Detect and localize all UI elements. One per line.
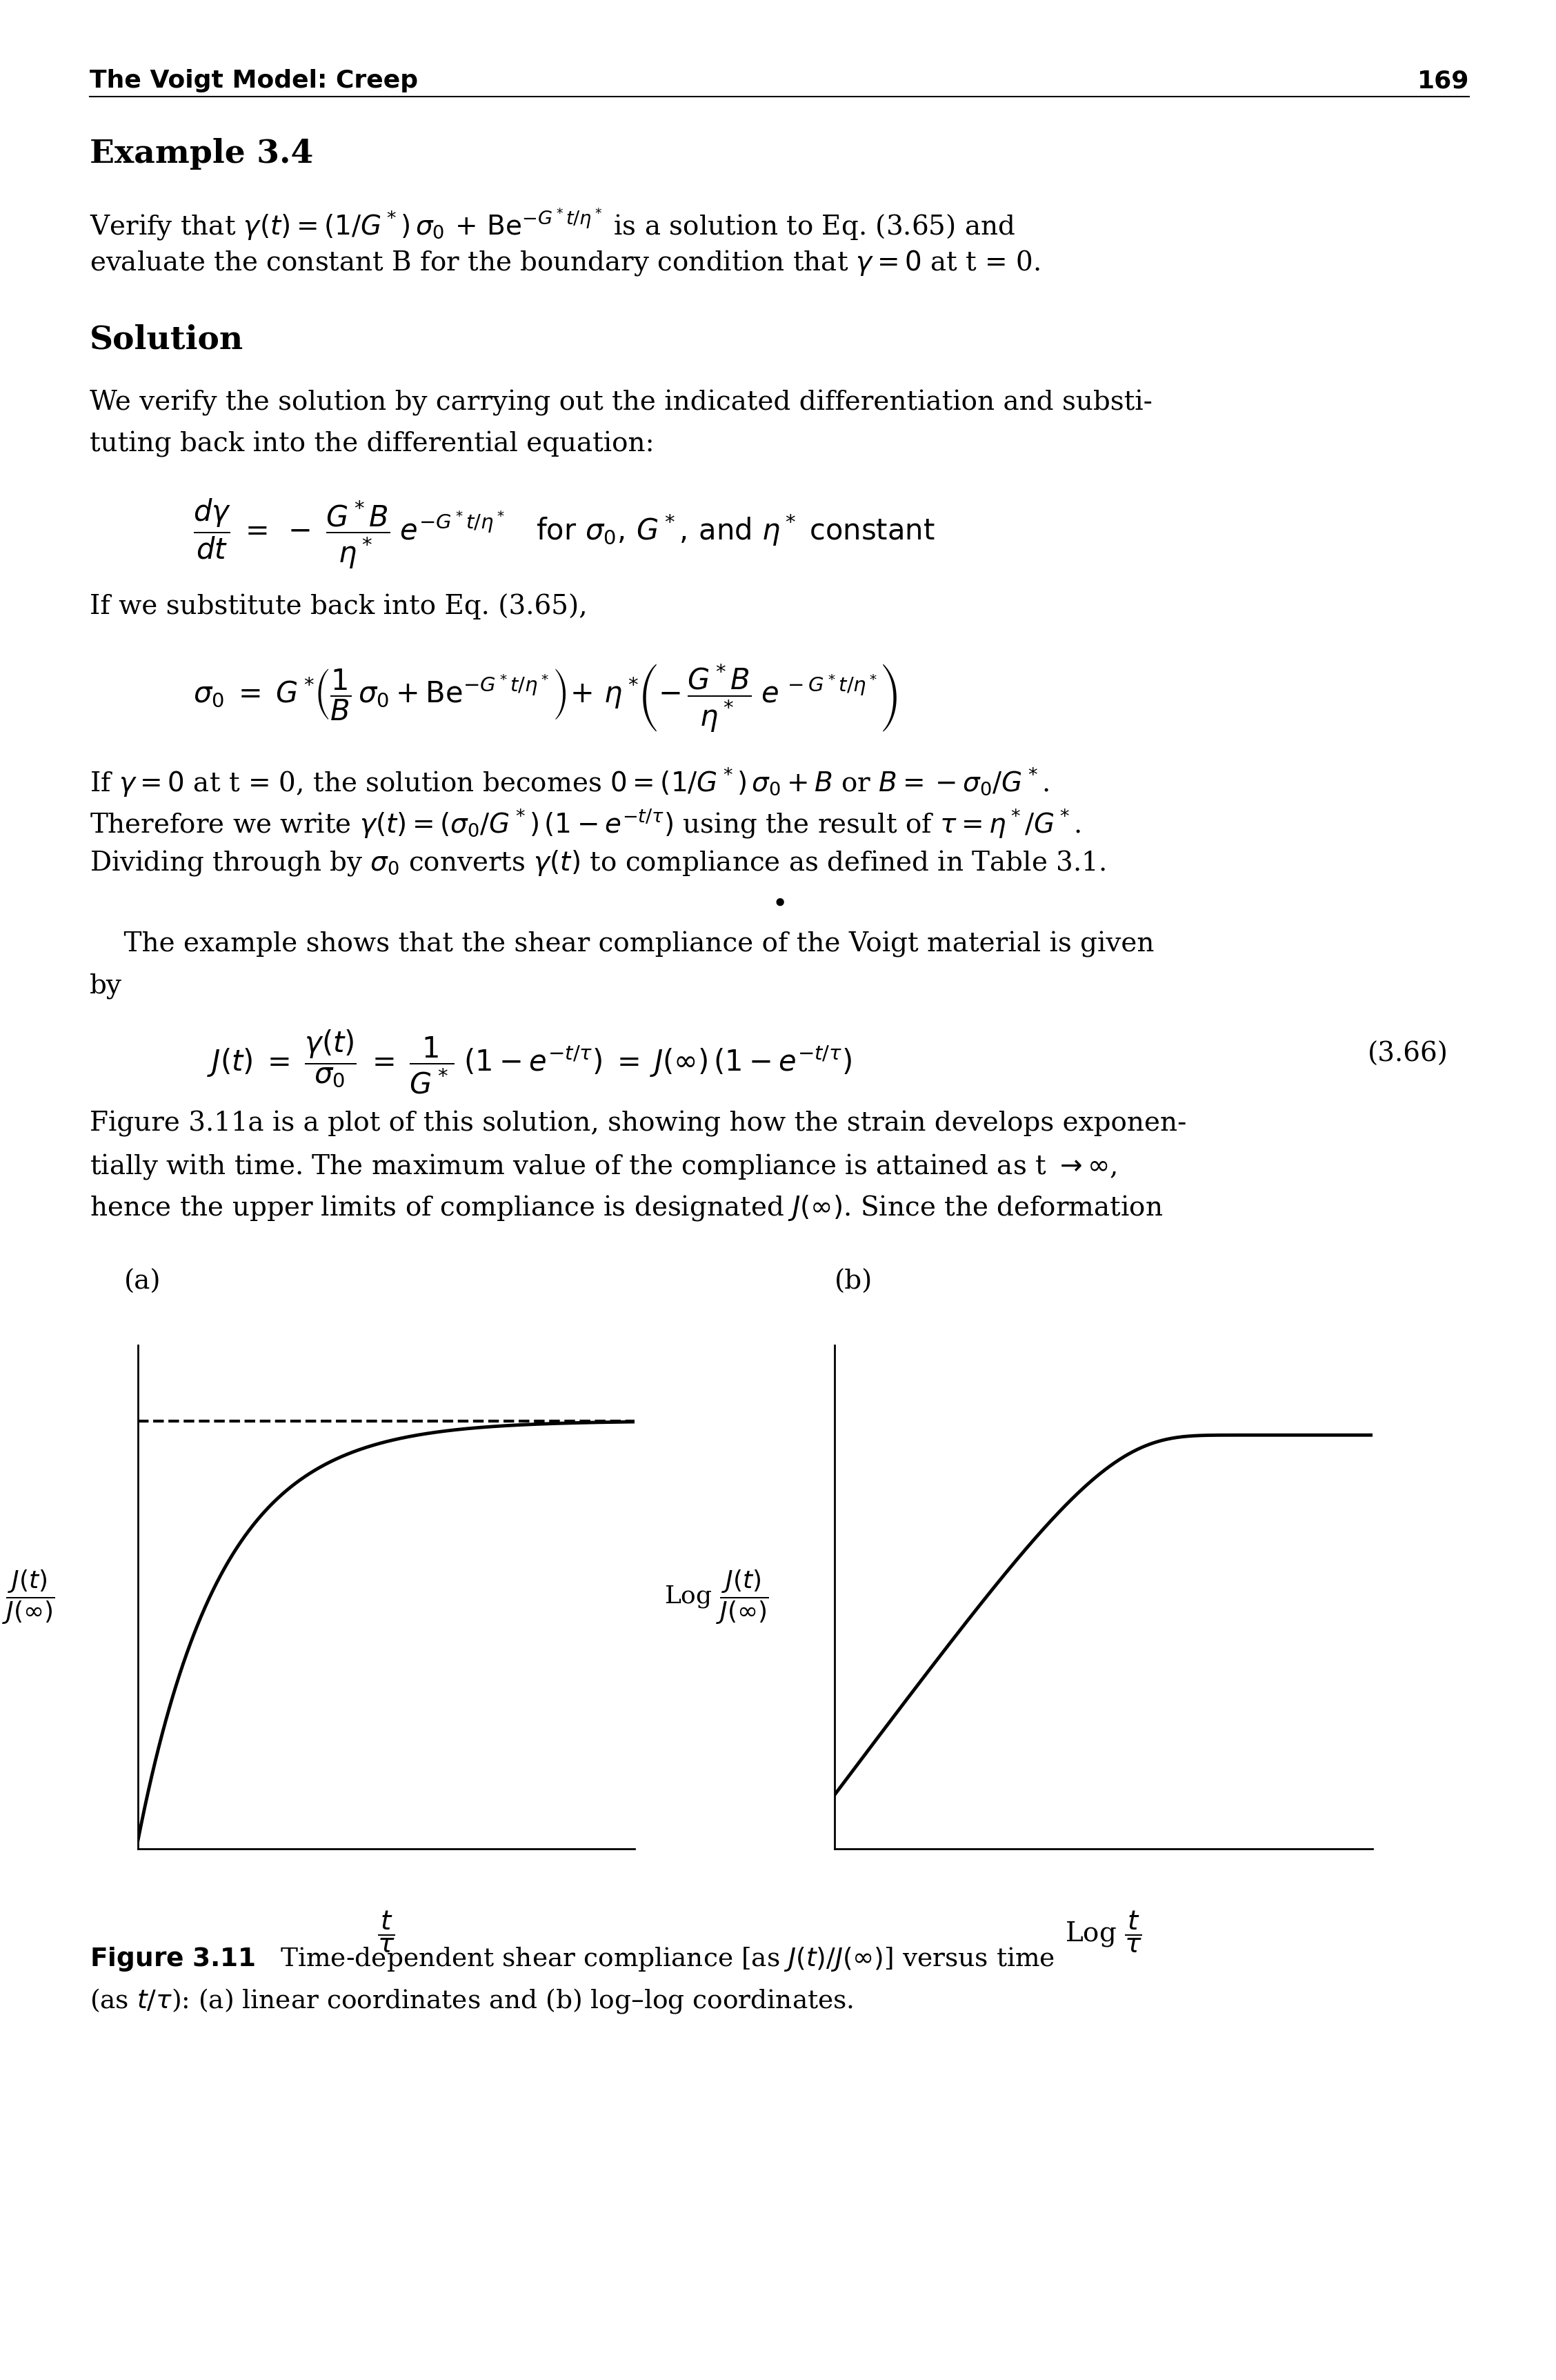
- Text: Verify that $\gamma(t) = (1/G^*)\,\sigma_0\,+\,\mathrm{Be}^{-G^*t/\eta^*}$ is a : Verify that $\gamma(t) = (1/G^*)\,\sigma…: [90, 207, 1015, 243]
- Text: Dividing through by $\sigma_0$ converts $\gamma(t)$ to compliance as defined in : Dividing through by $\sigma_0$ converts …: [90, 850, 1105, 878]
- Text: $\dfrac{t}{\tau}$: $\dfrac{t}{\tau}$: [378, 1909, 395, 1954]
- Text: Solution: Solution: [90, 324, 244, 357]
- Text: Example 3.4: Example 3.4: [90, 138, 313, 169]
- Text: Therefore we write $\gamma(t) = (\sigma_0/G^*)\,(1-e^{-t/\tau})$ using the resul: Therefore we write $\gamma(t) = (\sigma_…: [90, 807, 1081, 840]
- Text: $\sigma_0\;=\;G^*\!\left(\dfrac{1}{B}\,\sigma_0+\mathrm{Be}^{-G^*t/\eta^*}\right: $\sigma_0\;=\;G^*\!\left(\dfrac{1}{B}\,\…: [193, 662, 898, 733]
- Text: tuting back into the differential equation:: tuting back into the differential equati…: [90, 431, 654, 457]
- Text: 169: 169: [1418, 69, 1469, 93]
- Text: $\mathbf{Figure\ 3.11}$   Time-dependent shear compliance [as $J(t)/J(\infty)$] : $\mathbf{Figure\ 3.11}$ Time-dependent s…: [90, 1944, 1055, 1973]
- Text: (3.66): (3.66): [1368, 1042, 1449, 1066]
- Text: $\bullet$: $\bullet$: [772, 890, 784, 916]
- Text: $\dfrac{J(t)}{J(\infty)}$: $\dfrac{J(t)}{J(\infty)}$: [2, 1568, 54, 1626]
- Text: by: by: [90, 973, 121, 1000]
- Text: Figure 3.11a is a plot of this solution, showing how the strain develops exponen: Figure 3.11a is a plot of this solution,…: [90, 1111, 1187, 1138]
- Text: We verify the solution by carrying out the indicated differentiation and substi-: We verify the solution by carrying out t…: [90, 390, 1153, 416]
- Text: tially with time. The maximum value of the compliance is attained as t $\rightar: tially with time. The maximum value of t…: [90, 1152, 1117, 1180]
- Text: Log $\dfrac{t}{\tau}$: Log $\dfrac{t}{\tau}$: [1064, 1909, 1142, 1954]
- Text: $\dfrac{d\gamma}{dt}\;=\;-\;\dfrac{G^*B}{\eta^*}\;e^{-G^*t/\eta^*}$$\quad\mathrm: $\dfrac{d\gamma}{dt}\;=\;-\;\dfrac{G^*B}…: [193, 497, 935, 571]
- Text: (b): (b): [834, 1269, 873, 1295]
- Text: The Voigt Model: Creep: The Voigt Model: Creep: [90, 69, 419, 93]
- Text: $J(t)\;=\;\dfrac{\gamma(t)}{\sigma_0}\;=\;\dfrac{1}{G^*}\;(1-e^{-t/\tau})\;=\;J(: $J(t)\;=\;\dfrac{\gamma(t)}{\sigma_0}\;=…: [207, 1028, 851, 1095]
- Text: If we substitute back into Eq. (3.65),: If we substitute back into Eq. (3.65),: [90, 593, 587, 619]
- Text: hence the upper limits of compliance is designated $J(\infty)$. Since the deform: hence the upper limits of compliance is …: [90, 1192, 1162, 1223]
- Text: evaluate the constant B for the boundary condition that $\gamma = 0$ at t = 0.: evaluate the constant B for the boundary…: [90, 248, 1041, 278]
- Text: If $\gamma = 0$ at t = 0, the solution becomes $0 = (1/G^*)\,\sigma_0 + B$ or $B: If $\gamma = 0$ at t = 0, the solution b…: [90, 766, 1049, 797]
- Text: The example shows that the shear compliance of the Voigt material is given: The example shows that the shear complia…: [90, 931, 1155, 957]
- Text: Log $\dfrac{J(t)}{J(\infty)}$: Log $\dfrac{J(t)}{J(\infty)}$: [664, 1568, 769, 1626]
- Text: (a): (a): [124, 1269, 162, 1295]
- Text: (as $t/\tau$): (a) linear coordinates and (b) log–log coordinates.: (as $t/\tau$): (a) linear coordinates an…: [90, 1987, 853, 2016]
